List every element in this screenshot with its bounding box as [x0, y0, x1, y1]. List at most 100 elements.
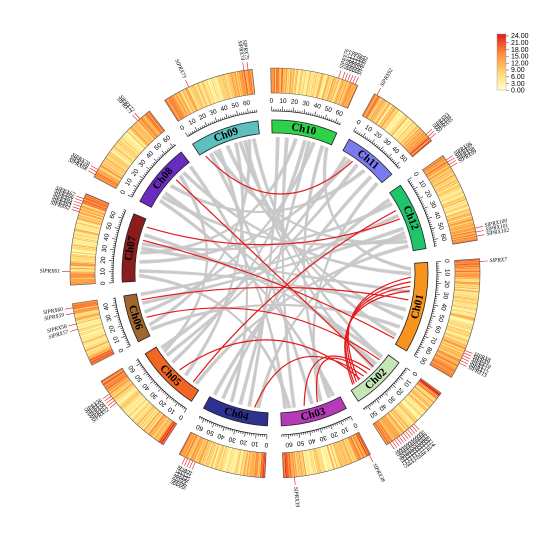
gene-leader-line — [447, 157, 455, 163]
density-slice — [120, 391, 140, 409]
density-slice — [74, 309, 99, 316]
density-slice — [454, 262, 480, 265]
density-slice — [85, 194, 109, 205]
tick-mark — [118, 223, 121, 225]
density-slice — [420, 378, 442, 394]
gene-leader-line — [460, 360, 468, 365]
density-slice — [109, 379, 131, 395]
density-slice — [446, 326, 471, 335]
density-slice — [442, 199, 467, 209]
density-slice — [354, 434, 367, 457]
density-slice — [396, 405, 414, 425]
density-slice — [372, 100, 387, 122]
tick-mark — [229, 428, 231, 431]
density-slice — [452, 299, 478, 304]
density-slice — [330, 443, 340, 468]
density-slice — [154, 418, 171, 440]
density-slice — [151, 416, 167, 437]
tick-mark — [142, 368, 145, 371]
density-slice — [190, 85, 202, 109]
tick-mark — [303, 109, 306, 114]
density-slice — [306, 71, 312, 96]
density-slice — [315, 448, 322, 473]
density-slice — [414, 385, 435, 403]
density-slice — [298, 69, 303, 95]
density-slice — [453, 291, 479, 296]
density-slice — [123, 134, 143, 152]
density-slice — [77, 320, 102, 328]
density-slice — [141, 116, 159, 137]
density-slice — [78, 324, 103, 332]
density-slice — [406, 133, 426, 151]
density-slice — [105, 156, 127, 172]
density-slice — [183, 89, 196, 112]
density-slice — [283, 68, 286, 94]
density-slice — [132, 124, 151, 144]
density-slice — [100, 165, 122, 180]
tick-mark — [324, 427, 326, 430]
density-slice — [132, 402, 151, 421]
density-slice — [76, 318, 102, 326]
tick-mark — [426, 329, 429, 332]
tick-mark — [392, 384, 396, 388]
tick-mark — [392, 160, 395, 163]
density-slice — [77, 319, 102, 328]
density-slice — [394, 119, 412, 139]
tick-label: 60 — [109, 210, 118, 220]
density-slice — [437, 184, 461, 196]
density-slice — [414, 386, 435, 403]
density-slice — [313, 72, 320, 98]
tick-mark — [409, 182, 413, 184]
density-slice — [72, 303, 98, 309]
density-slice — [447, 216, 473, 224]
density-slice — [436, 181, 459, 194]
density-slice — [442, 337, 467, 348]
density-slice — [442, 196, 466, 207]
tick-mark — [316, 114, 318, 117]
chromosome-band — [144, 346, 200, 402]
collinearity-link — [312, 183, 379, 402]
tick-mark — [115, 232, 119, 234]
density-slice — [185, 435, 198, 458]
tick-mark — [374, 400, 377, 403]
density-slice — [391, 116, 408, 136]
tick-mark — [207, 123, 210, 126]
density-slice — [429, 168, 452, 182]
density-slice — [290, 452, 294, 478]
density-slice — [454, 289, 480, 293]
density-slice — [256, 452, 260, 478]
density-slice — [319, 447, 327, 472]
density-slice — [378, 104, 394, 126]
density-slice — [222, 447, 230, 472]
density-slice — [446, 327, 471, 336]
tick-label: 50 — [436, 314, 445, 323]
density-slice — [389, 411, 406, 432]
density-slice — [444, 332, 469, 342]
density-slice — [70, 255, 96, 259]
density-slice — [370, 99, 385, 121]
density-slice — [231, 72, 238, 98]
tick-label: 50 — [205, 427, 215, 436]
density-slice — [82, 201, 107, 212]
density-slice — [129, 399, 148, 419]
density-slice — [82, 202, 107, 212]
density-slice — [388, 412, 405, 433]
tick-label: 50 — [324, 105, 333, 114]
tick-label: 50 — [436, 222, 445, 231]
density-slice — [435, 179, 458, 192]
density-slice — [138, 407, 156, 427]
density-slice — [181, 89, 194, 113]
density-slice — [335, 80, 346, 104]
density-slice — [438, 347, 462, 359]
gene-leader-line — [89, 167, 97, 173]
gene-label: SlPRX61 — [40, 269, 60, 275]
density-slice — [331, 78, 341, 103]
density-slice — [211, 77, 220, 102]
density-slice — [386, 112, 404, 133]
density-slice — [205, 442, 215, 467]
density-slice — [110, 380, 132, 397]
density-slice — [86, 342, 110, 354]
density-slice — [291, 68, 295, 94]
density-slice — [398, 123, 417, 143]
density-slice — [258, 452, 262, 478]
